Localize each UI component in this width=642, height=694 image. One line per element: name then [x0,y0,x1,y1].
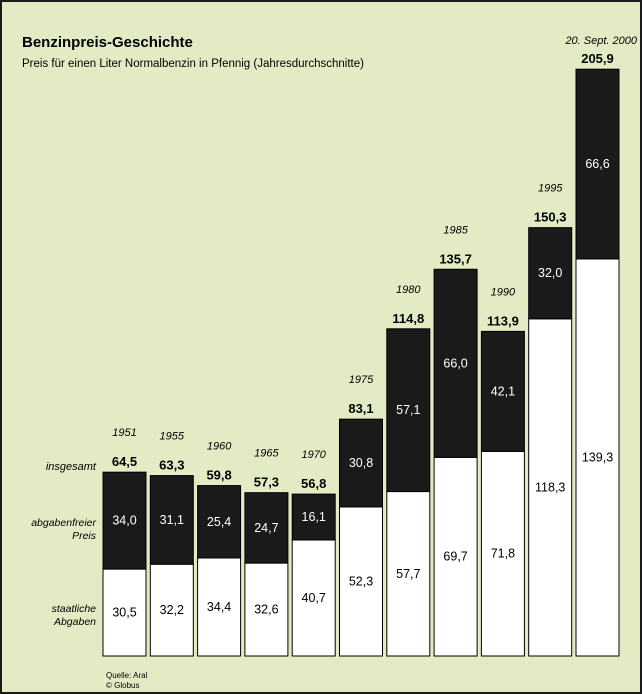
year-label: 1985 [443,224,468,236]
tax-value-label: 71,8 [491,547,515,561]
total-value-label: 63,3 [159,458,184,473]
tax-value-label: 118,3 [535,480,565,494]
year-label: 1990 [491,286,516,298]
bar-free-segment [528,227,573,320]
free-value-label: 34,0 [112,514,136,528]
tax-value-label: 32,6 [254,603,278,617]
free-value-label: 66,6 [585,157,609,171]
bar-tax-segment [102,568,147,657]
bar-tax-segment [291,539,336,657]
row-label-tax-line1: staatliche [52,603,97,615]
tax-value-label: 139,3 [582,450,613,464]
bars-group: 30,5 34,0 64,5 1951 32,2 31,1 63,3 1955 34,4 25,4… [102,51,620,657]
total-value-label: 113,9 [487,313,519,328]
free-value-label: 24,7 [254,521,278,535]
bar-free-segment [480,330,525,452]
free-value-label: 32,0 [538,266,562,280]
total-value-label: 150,3 [534,210,567,225]
bar-free-segment [149,475,194,565]
total-value-label: 114,8 [392,311,424,326]
bar-tax-segment [386,491,431,657]
tax-value-label: 32,2 [160,603,184,617]
free-value-label: 42,1 [491,384,515,398]
tax-value-label: 57,7 [396,567,420,581]
year-label: 1970 [301,449,326,461]
source-line: Quelle: Aral [106,671,148,680]
bar-free-segment [575,68,620,260]
bar-free-segment [197,485,242,559]
free-value-label: 66,0 [443,356,467,370]
total-value-label: 64,5 [112,454,137,469]
total-value-label: 59,8 [206,468,231,483]
bar-free-segment [339,418,383,508]
free-value-label: 57,1 [396,403,420,417]
bar-tax-segment [197,557,242,657]
year-label: 1951 [112,427,136,439]
row-label-free-line1: abgabenfreier [31,517,96,529]
free-value-label: 16,1 [302,510,326,524]
total-value-label: 57,3 [254,475,279,490]
bar-tax-segment [244,562,289,657]
bar-tax-segment [575,258,620,657]
bar-free-segment [386,328,431,493]
bar-free-segment [291,493,336,541]
tax-value-label: 40,7 [302,591,326,605]
year-label: 1995 [538,183,563,195]
row-label-total: insgesamt [46,461,97,473]
row-label-tax-line2: Abgaben [53,616,96,628]
total-value-label: 205,9 [581,51,614,66]
free-value-label: 31,1 [160,513,184,527]
tax-value-label: 69,7 [443,550,467,564]
tax-value-label: 30,5 [112,606,136,620]
chart-title: Benzinpreis-Geschichte [22,34,193,51]
year-label: 1980 [396,284,421,296]
bar-tax-segment [528,318,573,657]
tax-value-label: 34,4 [207,600,231,614]
total-value-label: 83,1 [348,401,373,416]
free-value-label: 30,8 [349,456,373,470]
bar-tax-segment [433,456,478,657]
bar-free-segment [433,268,478,458]
year-label: 1975 [349,374,374,386]
bar-tax-segment [339,506,383,657]
free-value-label: 25,4 [207,515,231,529]
total-value-label: 135,7 [439,251,472,266]
date-note: 20. Sept. 2000 [564,35,637,47]
year-label: 1965 [254,448,279,460]
bar-free-segment [244,492,289,564]
row-label-free-line2: Preis [72,530,97,542]
year-label: 1960 [207,441,232,453]
bar-free-segment [102,471,147,570]
year-label: 1955 [160,431,185,443]
tax-value-label: 52,3 [349,574,373,588]
chart-subtitle: Preis für einen Liter Normalbenzin in Pf… [22,58,364,70]
copyright-line: © Globus [106,681,139,690]
bar-tax-segment [480,450,525,657]
total-value-label: 56,8 [301,476,326,491]
